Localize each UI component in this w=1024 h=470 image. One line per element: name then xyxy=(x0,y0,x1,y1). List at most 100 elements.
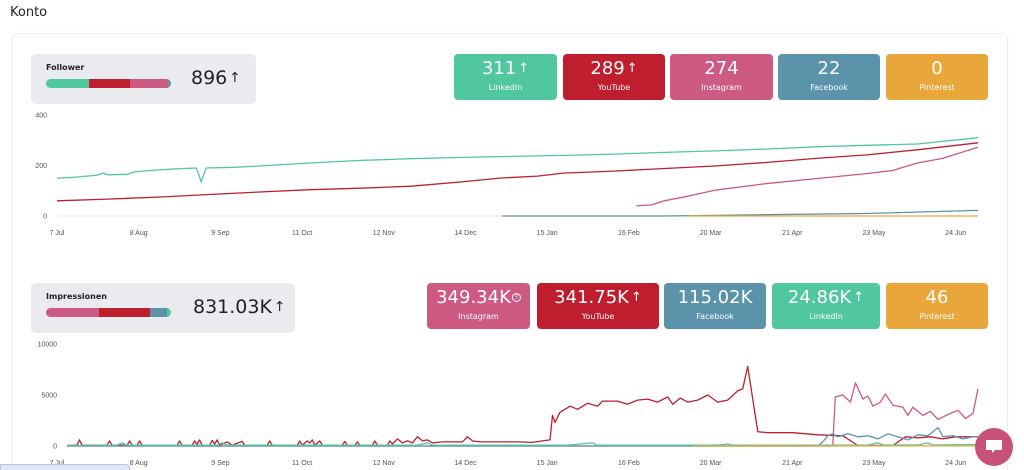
share-segment-youtube xyxy=(98,308,150,317)
tile-label: LinkedIn xyxy=(809,312,843,321)
x-tick-label: 16 Feb xyxy=(618,460,640,467)
tile-label: Pinterest xyxy=(919,83,955,92)
x-tick-label: 21 Apr xyxy=(782,460,803,467)
x-tick-label: 21 Apr xyxy=(782,230,803,237)
x-tick-label: 12 Nov xyxy=(373,230,396,237)
y-tick-label: 10000 xyxy=(38,342,58,349)
tile-value-text: 289 xyxy=(590,58,625,79)
tile-value-text: 274 xyxy=(704,58,739,79)
arrow-up-icon: ↑ xyxy=(273,299,286,316)
y-tick-label: 0 xyxy=(43,214,47,221)
follower-summary-label: Follower xyxy=(46,63,85,72)
impressions-tile-pinterest[interactable]: 46 Pinterest xyxy=(886,283,988,329)
x-tick-label: 7 Jul xyxy=(50,230,65,237)
tile-label: Facebook xyxy=(810,83,848,92)
x-tick-label: 20 Mar xyxy=(700,230,722,237)
x-tick-label: 15 Jan xyxy=(537,230,558,237)
x-tick-label: 8 Aug xyxy=(130,230,148,237)
series-line-linkedin xyxy=(66,442,979,447)
x-tick-label: 7 Jul xyxy=(50,460,65,467)
tile-label: LinkedIn xyxy=(488,83,523,92)
series-line-facebook xyxy=(67,426,978,447)
impressions-tile-linkedin[interactable]: 24.86K ↑ LinkedIn xyxy=(772,283,880,329)
series-line-instagram xyxy=(636,146,979,207)
impressions-tile-youtube[interactable]: 341.75K ↑ YouTube xyxy=(537,283,659,329)
share-segment-instagram xyxy=(46,308,99,317)
share-segment-linkedin xyxy=(46,79,90,88)
tile-value-text: 115.02K xyxy=(677,287,753,308)
x-tick-label: 12 Nov xyxy=(373,460,396,467)
follower-total-value: 896 xyxy=(191,67,228,89)
x-tick-label: 11 Oct xyxy=(292,460,312,467)
share-segment-facebook xyxy=(149,308,168,317)
arrow-up-icon: ↑ xyxy=(630,290,642,306)
x-tick-label: 20 Mar xyxy=(700,460,722,467)
arrow-up-icon: ↑ xyxy=(518,61,530,77)
series-line-facebook xyxy=(502,209,979,217)
tile-label: YouTube xyxy=(581,312,615,321)
chat-button[interactable] xyxy=(975,428,1013,466)
x-tick-label: 14 Dec xyxy=(454,460,477,467)
x-tick-label: 11 Oct xyxy=(292,230,312,237)
follower-share-bar xyxy=(46,79,171,88)
x-tick-label: 9 Sep xyxy=(211,460,229,467)
y-tick-label: 200 xyxy=(35,163,47,170)
tile-value-text: 46 xyxy=(925,287,949,308)
tile-value: 24.86K ↑ xyxy=(772,287,880,309)
tile-value: 115.02K xyxy=(664,287,766,309)
followers-tile-youtube[interactable]: 289 ↑ YouTube xyxy=(563,54,665,100)
arrow-up-icon: ↑ xyxy=(853,290,865,306)
x-tick-label: 23 May xyxy=(863,230,886,237)
x-tick-label: 15 Jan xyxy=(537,460,558,467)
followers-tile-pinterest[interactable]: 0 Pinterest xyxy=(886,54,988,100)
tile-value: 22 xyxy=(778,58,880,80)
arrow-up-icon: ↑ xyxy=(626,61,638,77)
followers-tile-instagram[interactable]: 274 Instagram xyxy=(670,54,773,100)
impressions-summary: Impressionen 831.03K ↑ xyxy=(31,283,295,333)
follower-summary: Follower 896 ↑ xyxy=(31,54,256,104)
y-tick-label: 400 xyxy=(35,113,47,120)
series-line-instagram xyxy=(67,382,979,447)
follower-total: 896 ↑ xyxy=(191,67,241,89)
impressions-total: 831.03K ↑ xyxy=(193,296,285,318)
series-line-youtube xyxy=(66,365,978,447)
impressions-summary-label: Impressionen xyxy=(46,292,107,301)
tile-value-text: 349.34K xyxy=(436,287,511,308)
page-title: Konto xyxy=(10,5,48,20)
impressions-tile-instagram[interactable]: 349.34K? Instagram xyxy=(427,283,530,329)
tile-value: 0 xyxy=(886,58,988,80)
tile-value-text: 311 xyxy=(481,58,517,79)
chat-icon xyxy=(986,440,1002,453)
tile-value: 289 ↑ xyxy=(563,58,665,80)
tile-value: 341.75K ↑ xyxy=(537,287,659,309)
tile-label: Instagram xyxy=(701,83,742,92)
arrow-up-icon: ↑ xyxy=(229,70,241,87)
tile-value: 311 ↑ xyxy=(454,58,557,80)
tile-value-text: 0 xyxy=(931,58,943,79)
followers-tile-linkedin[interactable]: 311 ↑ LinkedIn xyxy=(454,54,557,100)
tile-value-text: 341.75K xyxy=(554,287,629,308)
x-tick-label: 24 Jun xyxy=(945,230,966,237)
share-segment-linkedin xyxy=(167,308,171,317)
x-tick-label: 16 Feb xyxy=(618,230,640,237)
account-card xyxy=(12,33,1008,470)
followers-tile-facebook[interactable]: 22 Facebook xyxy=(778,54,880,100)
status-tooltip xyxy=(0,464,130,470)
series-line-linkedin xyxy=(56,137,979,183)
share-segment-instagram xyxy=(129,79,168,88)
share-segment-facebook xyxy=(167,79,171,88)
impressions-share-bar xyxy=(46,308,171,317)
x-tick-label: 24 Jun xyxy=(945,460,966,467)
impressions-tile-facebook[interactable]: 115.02K Facebook xyxy=(664,283,766,329)
tile-label: Facebook xyxy=(696,312,734,321)
impressions-total-value: 831.03K xyxy=(193,296,272,318)
help-icon[interactable]: ? xyxy=(511,292,521,302)
share-segment-youtube xyxy=(89,79,130,88)
series-line-youtube xyxy=(56,142,979,202)
tile-label: YouTube xyxy=(597,83,631,92)
tile-value: 46 xyxy=(886,287,988,309)
tile-label: Instagram xyxy=(458,312,499,321)
tile-value-text: 24.86K xyxy=(787,287,852,308)
